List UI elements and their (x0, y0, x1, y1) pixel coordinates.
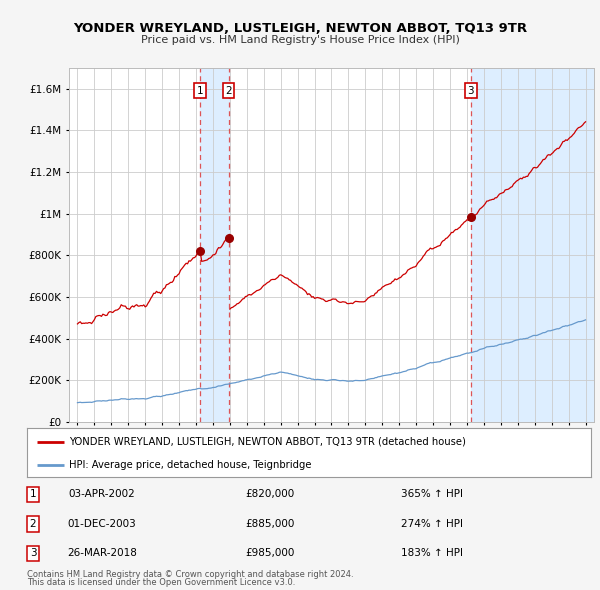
Text: 03-APR-2002: 03-APR-2002 (68, 490, 136, 499)
Text: 3: 3 (467, 86, 474, 96)
Text: 1: 1 (29, 490, 37, 499)
Text: YONDER WREYLAND, LUSTLEIGH, NEWTON ABBOT, TQ13 9TR (detached house): YONDER WREYLAND, LUSTLEIGH, NEWTON ABBOT… (70, 437, 466, 447)
Text: 274% ↑ HPI: 274% ↑ HPI (401, 519, 463, 529)
Text: 183% ↑ HPI: 183% ↑ HPI (401, 549, 463, 558)
Text: HPI: Average price, detached house, Teignbridge: HPI: Average price, detached house, Teig… (70, 460, 312, 470)
Text: 01-DEC-2003: 01-DEC-2003 (68, 519, 136, 529)
Text: Price paid vs. HM Land Registry's House Price Index (HPI): Price paid vs. HM Land Registry's House … (140, 35, 460, 45)
Text: 26-MAR-2018: 26-MAR-2018 (67, 549, 137, 558)
Text: YONDER WREYLAND, LUSTLEIGH, NEWTON ABBOT, TQ13 9TR: YONDER WREYLAND, LUSTLEIGH, NEWTON ABBOT… (73, 22, 527, 35)
Bar (471, 68, 594, 422)
Text: 1: 1 (197, 86, 203, 96)
Text: This data is licensed under the Open Government Licence v3.0.: This data is licensed under the Open Gov… (27, 578, 295, 588)
Text: £820,000: £820,000 (245, 490, 295, 499)
Text: 3: 3 (29, 549, 37, 558)
Text: 2: 2 (225, 86, 232, 96)
Text: 365% ↑ HPI: 365% ↑ HPI (401, 490, 463, 499)
Bar (200, 68, 229, 422)
Text: 2: 2 (29, 519, 37, 529)
Text: £885,000: £885,000 (245, 519, 295, 529)
Text: Contains HM Land Registry data © Crown copyright and database right 2024.: Contains HM Land Registry data © Crown c… (27, 570, 353, 579)
Text: £985,000: £985,000 (245, 549, 295, 558)
